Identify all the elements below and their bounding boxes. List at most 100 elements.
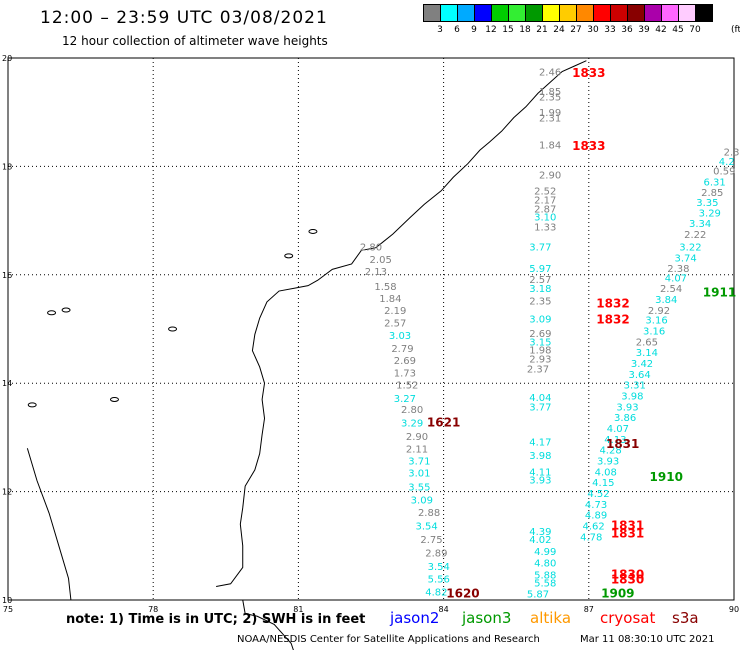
wave-height-value: 3.10 xyxy=(534,213,556,224)
legend-label-42: 42 xyxy=(655,25,667,35)
wave-height-value: 5.87 xyxy=(527,589,549,600)
wave-height-value: 3.15 xyxy=(529,337,551,348)
legend-label-9: 9 xyxy=(471,25,477,35)
wave-height-value: 3.16 xyxy=(643,326,665,337)
wave-height-value: 0.59 xyxy=(713,167,735,178)
credit-text: NOAA/NESDIS Center for Satellite Applica… xyxy=(237,634,540,645)
pass-time-label: 1620 xyxy=(446,586,479,600)
legend-label-45: 45 xyxy=(672,25,684,35)
x-tick-90: 90 xyxy=(729,605,739,614)
pass-time-label: 1832 xyxy=(596,313,629,327)
wave-height-value: 1.58 xyxy=(374,282,396,293)
wave-height-value: 4.2 xyxy=(719,157,735,168)
wave-height-value: 1.98 xyxy=(529,345,551,356)
legend-label-27: 27 xyxy=(570,25,582,35)
y-tick-10: 10 xyxy=(2,596,12,605)
x-tick-75: 75 xyxy=(3,605,13,614)
wave-height-value: 3.64 xyxy=(628,370,650,381)
legend-label-39: 39 xyxy=(638,25,650,35)
satellite-jason2: jason2 xyxy=(390,609,440,627)
wave-height-value: 3.09 xyxy=(529,314,551,325)
wave-height-value: 3.55 xyxy=(408,483,430,494)
wave-height-value: 3.14 xyxy=(636,348,658,359)
satellite-altika: altika xyxy=(530,609,572,627)
satellite-jason3: jason3 xyxy=(462,609,512,627)
wave-height-value: 1.84 xyxy=(539,141,561,152)
wave-height-value: 5.56 xyxy=(428,575,450,586)
wave-height-value: 3.77 xyxy=(529,242,551,253)
wave-height-value: 3.16 xyxy=(645,316,667,327)
wave-height-value: 2.88 xyxy=(418,508,440,519)
coastline-west-india xyxy=(26,448,72,601)
wave-height-value: 3.34 xyxy=(689,219,711,230)
wave-height-value: 4.80 xyxy=(534,558,556,569)
map-subtitle: 12 hour collection of altimeter wave hei… xyxy=(62,34,328,48)
wave-height-value: 4.99 xyxy=(534,547,556,558)
wave-height-value: 2.69 xyxy=(529,329,551,340)
wave-height-value: 5.88 xyxy=(534,570,556,581)
wave-height-value: 1.85 xyxy=(539,87,561,98)
wave-height-value: 3.22 xyxy=(679,242,701,253)
wave-height-value: 4.02 xyxy=(529,535,551,546)
wave-height-value: 2.38 xyxy=(667,264,689,275)
pass-time-label: 1830 xyxy=(611,573,644,587)
pass-time-label: 1621 xyxy=(427,416,460,430)
wave-height-value: 3.42 xyxy=(631,359,653,370)
pass-time-label: 1909 xyxy=(601,586,634,600)
pass-time-label: 1830 xyxy=(611,567,644,581)
wave-height-value: 3.18 xyxy=(529,284,551,295)
wave-height-value: 2.90 xyxy=(539,170,561,181)
wave-height-value: 2.69 xyxy=(394,356,416,367)
wave-height-value: 2.37 xyxy=(527,364,549,375)
wave-height-value: 4.07 xyxy=(665,273,687,284)
satellite-cryosat: cryosat xyxy=(600,609,656,627)
wave-height-value: 4.78 xyxy=(580,532,602,543)
wave-height-value: 2.31 xyxy=(539,113,561,124)
wave-height-value: 4.39 xyxy=(529,527,551,538)
legend-label-36: 36 xyxy=(621,25,633,35)
wave-height-value: 3.35 xyxy=(696,198,718,209)
wave-height-value: 2.3 xyxy=(724,148,740,159)
wave-height-value: 3.84 xyxy=(655,295,677,306)
wave-height-value: 4.82 xyxy=(425,588,447,599)
wave-height-value: 2.57 xyxy=(529,275,551,286)
wave-height-value: 2.79 xyxy=(391,344,413,355)
wave-height-value: 2.92 xyxy=(648,306,670,317)
wave-height-value: 4.28 xyxy=(599,446,621,457)
wave-height-value: 2.35 xyxy=(529,297,551,308)
lake-0 xyxy=(61,307,71,313)
wave-height-value: 1.33 xyxy=(534,222,556,233)
wave-height-value: 3.31 xyxy=(624,381,646,392)
lake-5 xyxy=(284,253,294,259)
wave-height-value: 4.04 xyxy=(529,393,551,404)
lake-2 xyxy=(27,402,37,408)
x-tick-81: 81 xyxy=(293,605,303,614)
coastline-india xyxy=(216,60,587,587)
wave-height-value: 3.54 xyxy=(428,562,450,573)
wave-height-value: 2.80 xyxy=(360,242,382,253)
wave-height-value: 3.29 xyxy=(401,419,423,430)
wave-height-value: 1.84 xyxy=(379,294,401,305)
coastline-sri-lanka xyxy=(242,599,294,650)
wave-height-value: 4.08 xyxy=(595,467,617,478)
wave-height-value: 2.35 xyxy=(539,92,561,103)
wave-height-value: 2.89 xyxy=(425,549,447,560)
map-title: 12:00 – 23:59 UTC 03/08/2021 xyxy=(40,8,328,28)
y-tick-12: 12 xyxy=(2,488,12,497)
legend-label-6: 6 xyxy=(454,25,460,35)
wave-height-value: 4.17 xyxy=(529,438,551,449)
wave-height-value: 2.80 xyxy=(401,405,423,416)
wave-height-value: 3.27 xyxy=(394,394,416,405)
wave-height-value: 2.93 xyxy=(529,355,551,366)
y-tick-18: 18 xyxy=(2,162,12,171)
pass-time-label: 1911 xyxy=(703,285,736,299)
lake-1 xyxy=(47,310,57,316)
wave-height-value: 2.13 xyxy=(365,267,387,278)
wave-height-value: 3.54 xyxy=(416,522,438,533)
legend-label-70: 70 xyxy=(689,25,701,35)
wave-height-value: 3.77 xyxy=(529,402,551,413)
wave-height-value: 4.11 xyxy=(529,467,551,478)
wave-height-value: 2.22 xyxy=(684,230,706,241)
legend-label-21: 21 xyxy=(536,25,548,35)
pass-time-label: 1831 xyxy=(611,527,644,541)
